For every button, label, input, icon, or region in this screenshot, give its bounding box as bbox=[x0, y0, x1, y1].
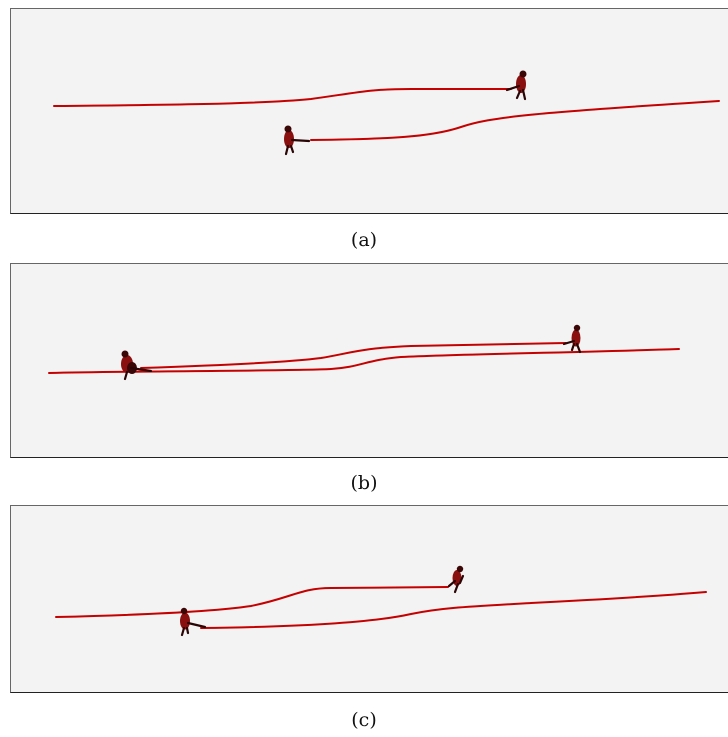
walker-figure-right bbox=[562, 324, 582, 354]
panel-c bbox=[10, 505, 728, 693]
trajectory-upper bbox=[55, 586, 449, 618]
panel-a-canvas bbox=[53, 70, 720, 156]
walker-figure-upper bbox=[505, 70, 527, 101]
walker-figure-upper bbox=[447, 565, 465, 594]
walker-figure-lower bbox=[180, 607, 207, 637]
trajectory-upper bbox=[140, 342, 567, 369]
panel-b-canvas bbox=[48, 324, 680, 381]
trajectory-lower bbox=[48, 348, 680, 374]
panel-c-canvas bbox=[55, 565, 707, 637]
walker-figure-left bbox=[121, 350, 153, 381]
panel-b bbox=[10, 263, 728, 458]
caption-b: (b) bbox=[350, 472, 378, 494]
walker-figure-lower bbox=[284, 125, 311, 156]
trajectory-lower bbox=[310, 100, 720, 141]
trajectory-upper bbox=[53, 88, 512, 107]
trajectory-lower bbox=[200, 591, 707, 629]
panel-a bbox=[10, 8, 728, 214]
caption-c: (c) bbox=[351, 709, 377, 731]
caption-a: (a) bbox=[350, 229, 378, 251]
